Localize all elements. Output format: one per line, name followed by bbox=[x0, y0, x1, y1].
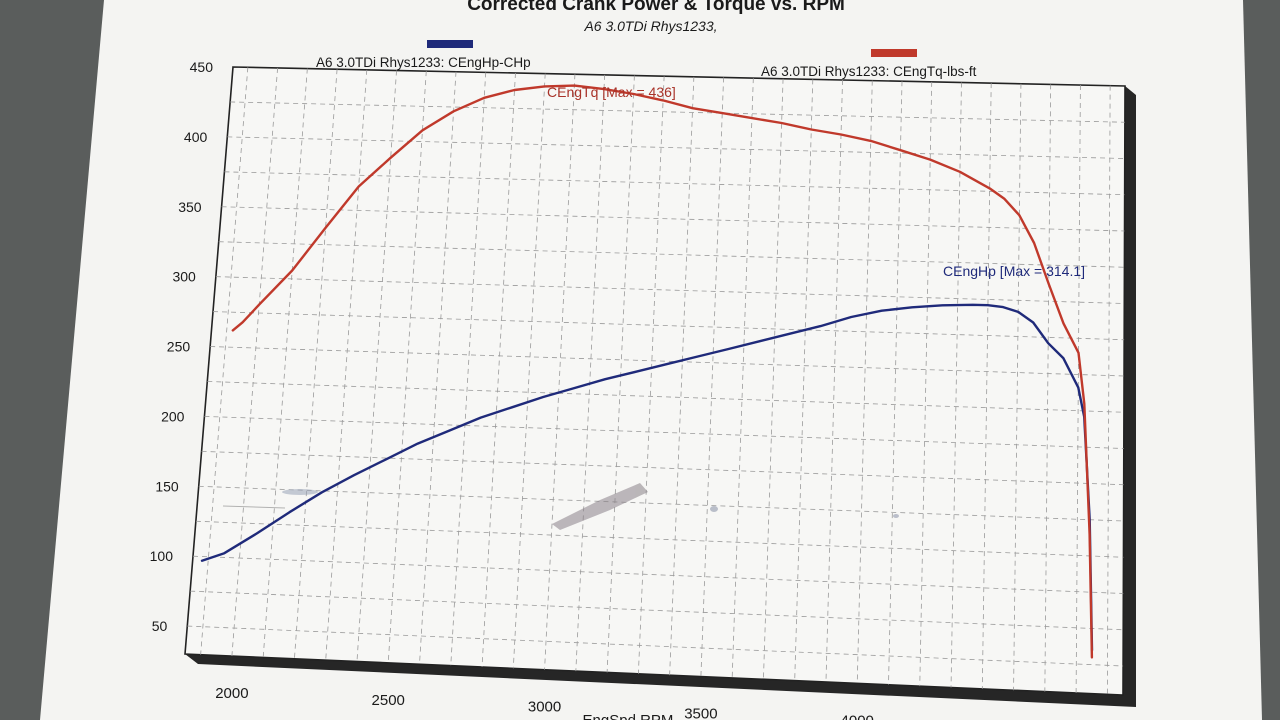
series-line-torque bbox=[231, 84, 1094, 659]
x-tick-label: 2500 bbox=[372, 692, 405, 709]
legend-label-tq: A6 3.0TDi Rhys1233: CEngTq-lbs-ft bbox=[761, 64, 977, 79]
grid-line-vertical bbox=[794, 79, 814, 681]
y-tick-label: 300 bbox=[172, 269, 196, 285]
x-tick-labels: 200025003000350040004500 bbox=[215, 685, 1030, 720]
grid-line-vertical bbox=[919, 81, 933, 687]
grid-line-vertical bbox=[731, 78, 754, 678]
grid-line-horizontal bbox=[187, 625, 1124, 667]
hp-max-annotation: CEngHp [Max = 314.1] bbox=[943, 263, 1085, 279]
grid-line-horizontal bbox=[192, 555, 1124, 594]
plot-frame bbox=[184, 66, 1126, 696]
grid-line-vertical bbox=[888, 81, 903, 685]
grid-line-vertical bbox=[763, 78, 784, 680]
grid-line-horizontal bbox=[198, 485, 1124, 522]
chart-subtitle: A6 3.0TDi Rhys1233, bbox=[583, 18, 717, 34]
grid-line-horizontal bbox=[218, 241, 1125, 268]
y-tick-label: 350 bbox=[178, 199, 202, 215]
grid-line-horizontal bbox=[190, 590, 1124, 631]
y-tick-label: 150 bbox=[155, 478, 179, 494]
grid-line-vertical bbox=[856, 80, 873, 684]
series-line-hp bbox=[200, 303, 1094, 652]
y-tick-label: 100 bbox=[150, 548, 174, 564]
chart-title: Corrected Crank Power & Torque vs. RPM bbox=[467, 0, 845, 15]
grid-line-horizontal bbox=[204, 416, 1124, 449]
grid-line-horizontal bbox=[195, 520, 1124, 558]
grid-line-horizontal bbox=[201, 450, 1124, 486]
paper-smudges bbox=[222, 483, 899, 530]
grid-line-vertical bbox=[1044, 84, 1052, 692]
grid-line-vertical bbox=[700, 77, 724, 677]
tq-max-annotation: CEngTq [Max = 436] bbox=[547, 84, 676, 100]
grid-line-horizontal bbox=[224, 171, 1125, 196]
grid-line-vertical bbox=[1106, 85, 1111, 695]
legend-label-hp: A6 3.0TDi Rhys1233: CEngHp-CHp bbox=[316, 55, 531, 70]
grid-line-vertical bbox=[481, 72, 516, 668]
grid-lines bbox=[187, 67, 1125, 695]
x-tick-label: 3000 bbox=[528, 699, 561, 716]
x-tick-label: 4000 bbox=[841, 712, 874, 720]
grid-line-vertical bbox=[825, 79, 843, 683]
x-axis-label: EngSpd RPM bbox=[583, 712, 674, 720]
y-tick-label: 250 bbox=[167, 339, 191, 355]
y-tick-label: 200 bbox=[161, 408, 185, 424]
legend-swatch-hp bbox=[427, 40, 473, 48]
legend-swatch-tq bbox=[871, 49, 917, 57]
grid-line-horizontal bbox=[221, 206, 1125, 232]
grid-line-horizontal bbox=[215, 276, 1125, 304]
grid-line-horizontal bbox=[227, 136, 1125, 159]
series-lines bbox=[200, 84, 1094, 659]
x-tick-label: 2000 bbox=[215, 685, 248, 702]
x-tick-label: 3500 bbox=[684, 706, 717, 720]
grid-line-horizontal bbox=[212, 311, 1125, 341]
y-tick-label: 450 bbox=[190, 59, 214, 75]
y-tick-label: 400 bbox=[184, 129, 208, 145]
grid-line-vertical bbox=[544, 74, 576, 670]
y-tick-label: 50 bbox=[152, 618, 168, 634]
y-tick-labels: 50 100 150 200 250 300 350 400 450 bbox=[150, 59, 214, 634]
grid-line-vertical bbox=[981, 83, 992, 689]
